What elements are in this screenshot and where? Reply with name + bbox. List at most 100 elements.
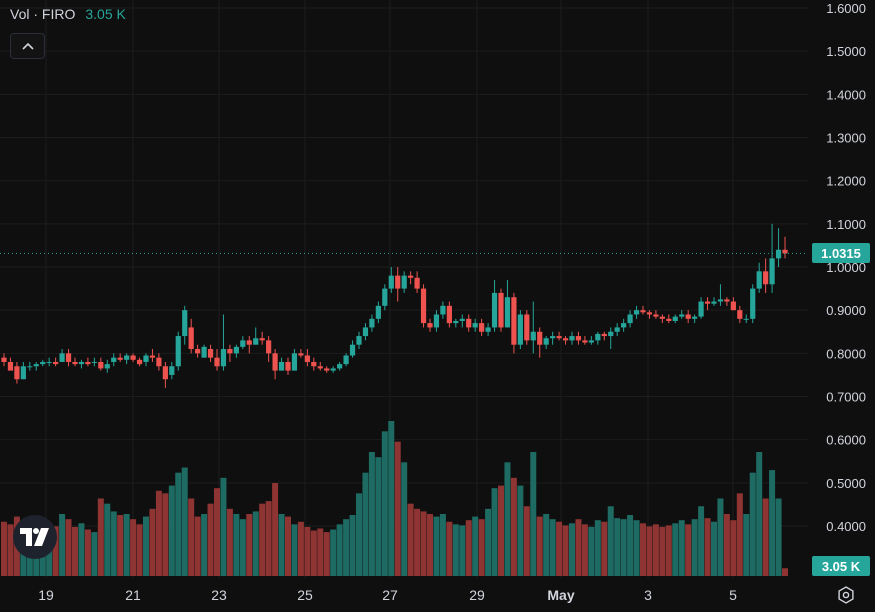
candle-body [459,318,465,321]
volume-bar [646,526,653,576]
volume-bar [614,518,621,576]
volume-bar [775,498,782,576]
candle-body [420,288,427,324]
candle-body [343,355,349,365]
candle-body [498,292,504,328]
volume-bar [201,514,208,576]
candle-body [162,366,168,380]
candle-body [85,361,91,365]
volume-bar [607,506,614,576]
candle-body [575,336,582,341]
candle-body [220,349,227,367]
volume-bar [711,521,717,576]
candle-body [614,327,620,332]
volume-bar [220,477,227,576]
volume-bar [640,523,646,576]
candle-body [627,314,633,324]
volume-bar [91,532,98,576]
candle-body [653,314,659,317]
candle-body [782,249,788,254]
candle-body [633,310,640,315]
candle-body [272,353,278,371]
volume-bar [214,488,220,576]
volume-bar [162,493,169,576]
candle-body [214,357,220,367]
price-tick-label: 0.4000 [826,519,866,534]
volume-bar [459,525,466,576]
legend: Vol · FIRO 3.05 K [10,6,126,22]
volume-bar [239,519,246,576]
candle-body [685,314,691,319]
volume-bar [730,520,737,576]
candle-body [395,275,401,289]
price-tick-label: 1.6000 [826,1,866,16]
volume-bar [110,511,117,576]
volume-bar [207,503,214,576]
candle-body [156,357,162,367]
candle-body [491,292,498,328]
volume-bar [343,519,350,576]
volume-bar [601,521,608,576]
chart-settings-button[interactable] [835,584,857,606]
candle-body [608,331,614,337]
candle-body [401,275,407,289]
candle-body [537,331,543,345]
volume-bar [356,493,362,576]
candle-body [143,355,149,362]
candle-body [737,310,743,319]
volume-bar [723,514,730,576]
volume-bar [530,452,537,576]
volume-bar [581,524,588,576]
volume-bar [375,457,382,576]
volume-bar [698,506,705,576]
time-tick-label: May [547,587,574,603]
candle-body [743,318,749,320]
volume-bar [52,526,59,576]
candle-body [111,357,117,362]
chevron-up-icon [21,42,34,50]
candle-body [130,355,136,360]
volume-bar [536,516,543,576]
volume-bar [259,503,266,576]
candle-body [362,327,369,337]
volume-bar [704,518,711,576]
volume-bar [452,524,459,576]
candle-body [53,361,59,365]
candle-body [672,316,678,321]
price-tick-label: 0.7000 [826,390,866,405]
volume-bar [317,528,324,576]
candle-body [543,338,549,345]
candle-body [730,301,736,311]
candle-body [98,361,104,369]
volume-bar [420,511,427,576]
volume-bar [7,524,14,576]
time-tick-label: 21 [125,587,141,603]
candle-body [188,327,194,350]
candle-body [175,336,181,367]
candle-body [569,336,575,341]
candle-body [679,314,685,317]
candle-body [640,310,646,313]
candle-body [711,301,717,304]
price-tick-label: 1.1000 [826,217,866,232]
candle-body [291,353,298,371]
collapse-legend-button[interactable] [10,33,45,59]
volume-bar [510,477,517,576]
time-tick-label: 5 [729,587,737,603]
volume-bar [330,529,337,576]
candle-body [46,361,52,363]
candle-body [595,333,601,341]
volume-bar [168,485,175,576]
candle-body [259,338,265,341]
volume-bar [72,526,78,576]
candle-body [601,333,607,337]
volume-bar [65,519,72,576]
volume-bar [620,519,627,576]
volume-bar [756,452,763,576]
candle-body [530,331,536,341]
tradingview-logo-icon [13,515,57,559]
volume-bar [388,421,395,576]
volume-bar [123,514,130,576]
candle-body [621,323,627,328]
